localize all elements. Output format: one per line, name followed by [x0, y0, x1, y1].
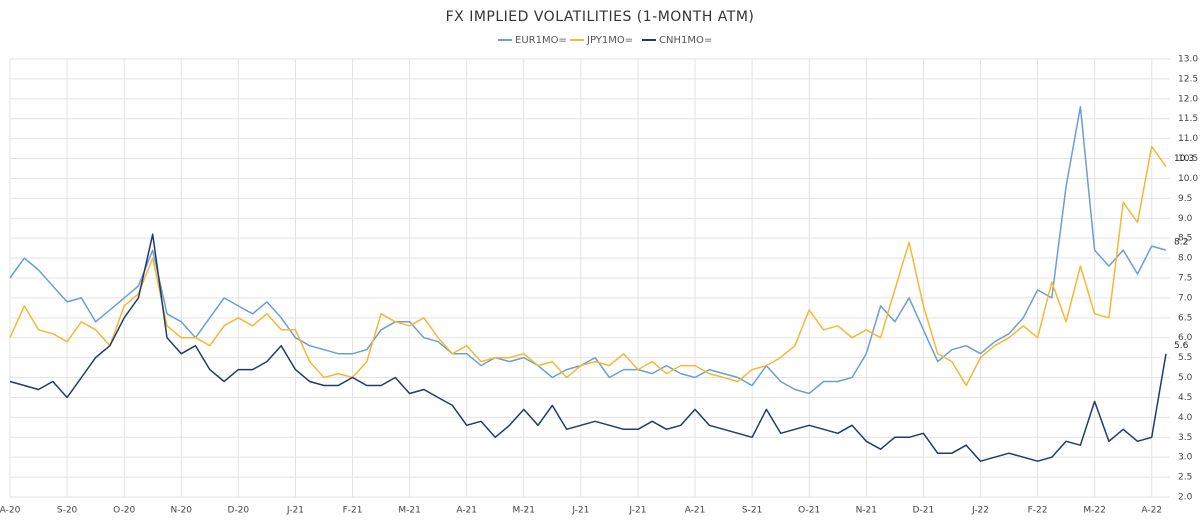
- y-tick-label: 10.5: [1178, 154, 1198, 164]
- series-line: [9, 145, 1167, 387]
- y-tick-label: 11.5: [1178, 114, 1198, 124]
- y-tick-label: 9.5: [1178, 194, 1192, 204]
- x-tick-label: N-21: [856, 506, 877, 516]
- y-tick-label: 8.5: [1178, 234, 1192, 244]
- y-tick-label: 12.5: [1178, 74, 1198, 84]
- x-tick-label: M-22: [1083, 506, 1105, 516]
- x-tick-label: S-21: [742, 506, 762, 516]
- end-label: 5.6: [1174, 341, 1189, 351]
- series-line: [9, 233, 1167, 462]
- x-tick-label: F-22: [1028, 506, 1048, 516]
- x-tick-label: A-22: [1141, 506, 1162, 516]
- y-tick-label: 3.5: [1178, 433, 1192, 443]
- y-tick-label: 13.0: [1178, 55, 1198, 65]
- legend-label: JPY1MO=: [586, 35, 633, 46]
- x-tick-label: A-20: [0, 506, 21, 516]
- x-tick-label: O-20: [113, 506, 135, 516]
- x-tick-label: N-20: [171, 506, 193, 516]
- x-tick-label: A-21: [456, 506, 477, 516]
- x-tick-label: M-21: [513, 506, 535, 516]
- y-tick-label: 4.5: [1178, 393, 1192, 403]
- y-tick-label: 5.5: [1178, 353, 1192, 363]
- legend-label: CNH1MO=: [659, 35, 712, 46]
- y-tick-label: 12.0: [1178, 94, 1198, 104]
- x-tick-label: J-21: [571, 506, 589, 516]
- x-tick-label: D-21: [913, 506, 935, 516]
- x-tick-label: M-21: [398, 506, 420, 516]
- y-tick-label: 7.0: [1178, 293, 1193, 303]
- x-tick-label: F-21: [343, 506, 363, 516]
- end-label: 8.2: [1174, 238, 1188, 248]
- x-tick-label: A-21: [685, 506, 706, 516]
- y-tick-label: 3.0: [1178, 453, 1193, 463]
- chart-title: FX IMPLIED VOLATILITIES (1-MONTH ATM): [446, 9, 755, 25]
- legend-label: EUR1MO=: [515, 35, 567, 46]
- y-tick-label: 7.5: [1178, 274, 1192, 284]
- x-tick-label: S-20: [57, 506, 78, 516]
- y-tick-label: 2.0: [1178, 493, 1193, 503]
- end-label: 10.3: [1174, 154, 1194, 164]
- y-tick-label: 6.0: [1178, 333, 1193, 343]
- y-tick-label: 10.0: [1178, 174, 1198, 184]
- y-tick-label: 8.0: [1178, 254, 1193, 264]
- y-tick-label: 2.5: [1178, 473, 1192, 483]
- y-tick-label: 9.0: [1178, 214, 1193, 224]
- x-tick-label: D-20: [228, 506, 250, 516]
- y-tick-label: 4.0: [1178, 413, 1193, 423]
- x-tick-label: J-22: [971, 506, 989, 516]
- x-tick-label: J-21: [628, 506, 646, 516]
- y-tick-label: 11.0: [1178, 134, 1198, 144]
- x-tick-label: O-21: [798, 506, 820, 516]
- series-line: [9, 106, 1167, 395]
- x-tick-label: J-21: [286, 506, 304, 516]
- y-tick-label: 5.0: [1178, 373, 1193, 383]
- y-tick-label: 6.5: [1178, 313, 1192, 323]
